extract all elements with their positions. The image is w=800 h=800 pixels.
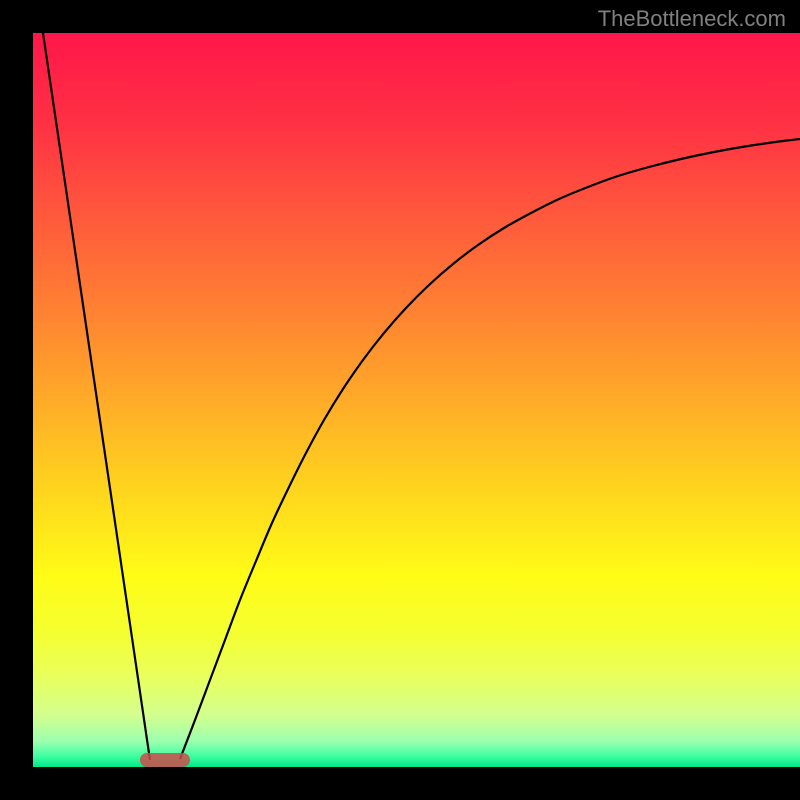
watermark-text: TheBottleneck.com xyxy=(598,6,786,32)
bottleneck-chart xyxy=(0,0,800,800)
chart-container: TheBottleneck.com xyxy=(0,0,800,800)
optimal-point-marker xyxy=(140,753,190,767)
chart-background xyxy=(33,33,800,767)
